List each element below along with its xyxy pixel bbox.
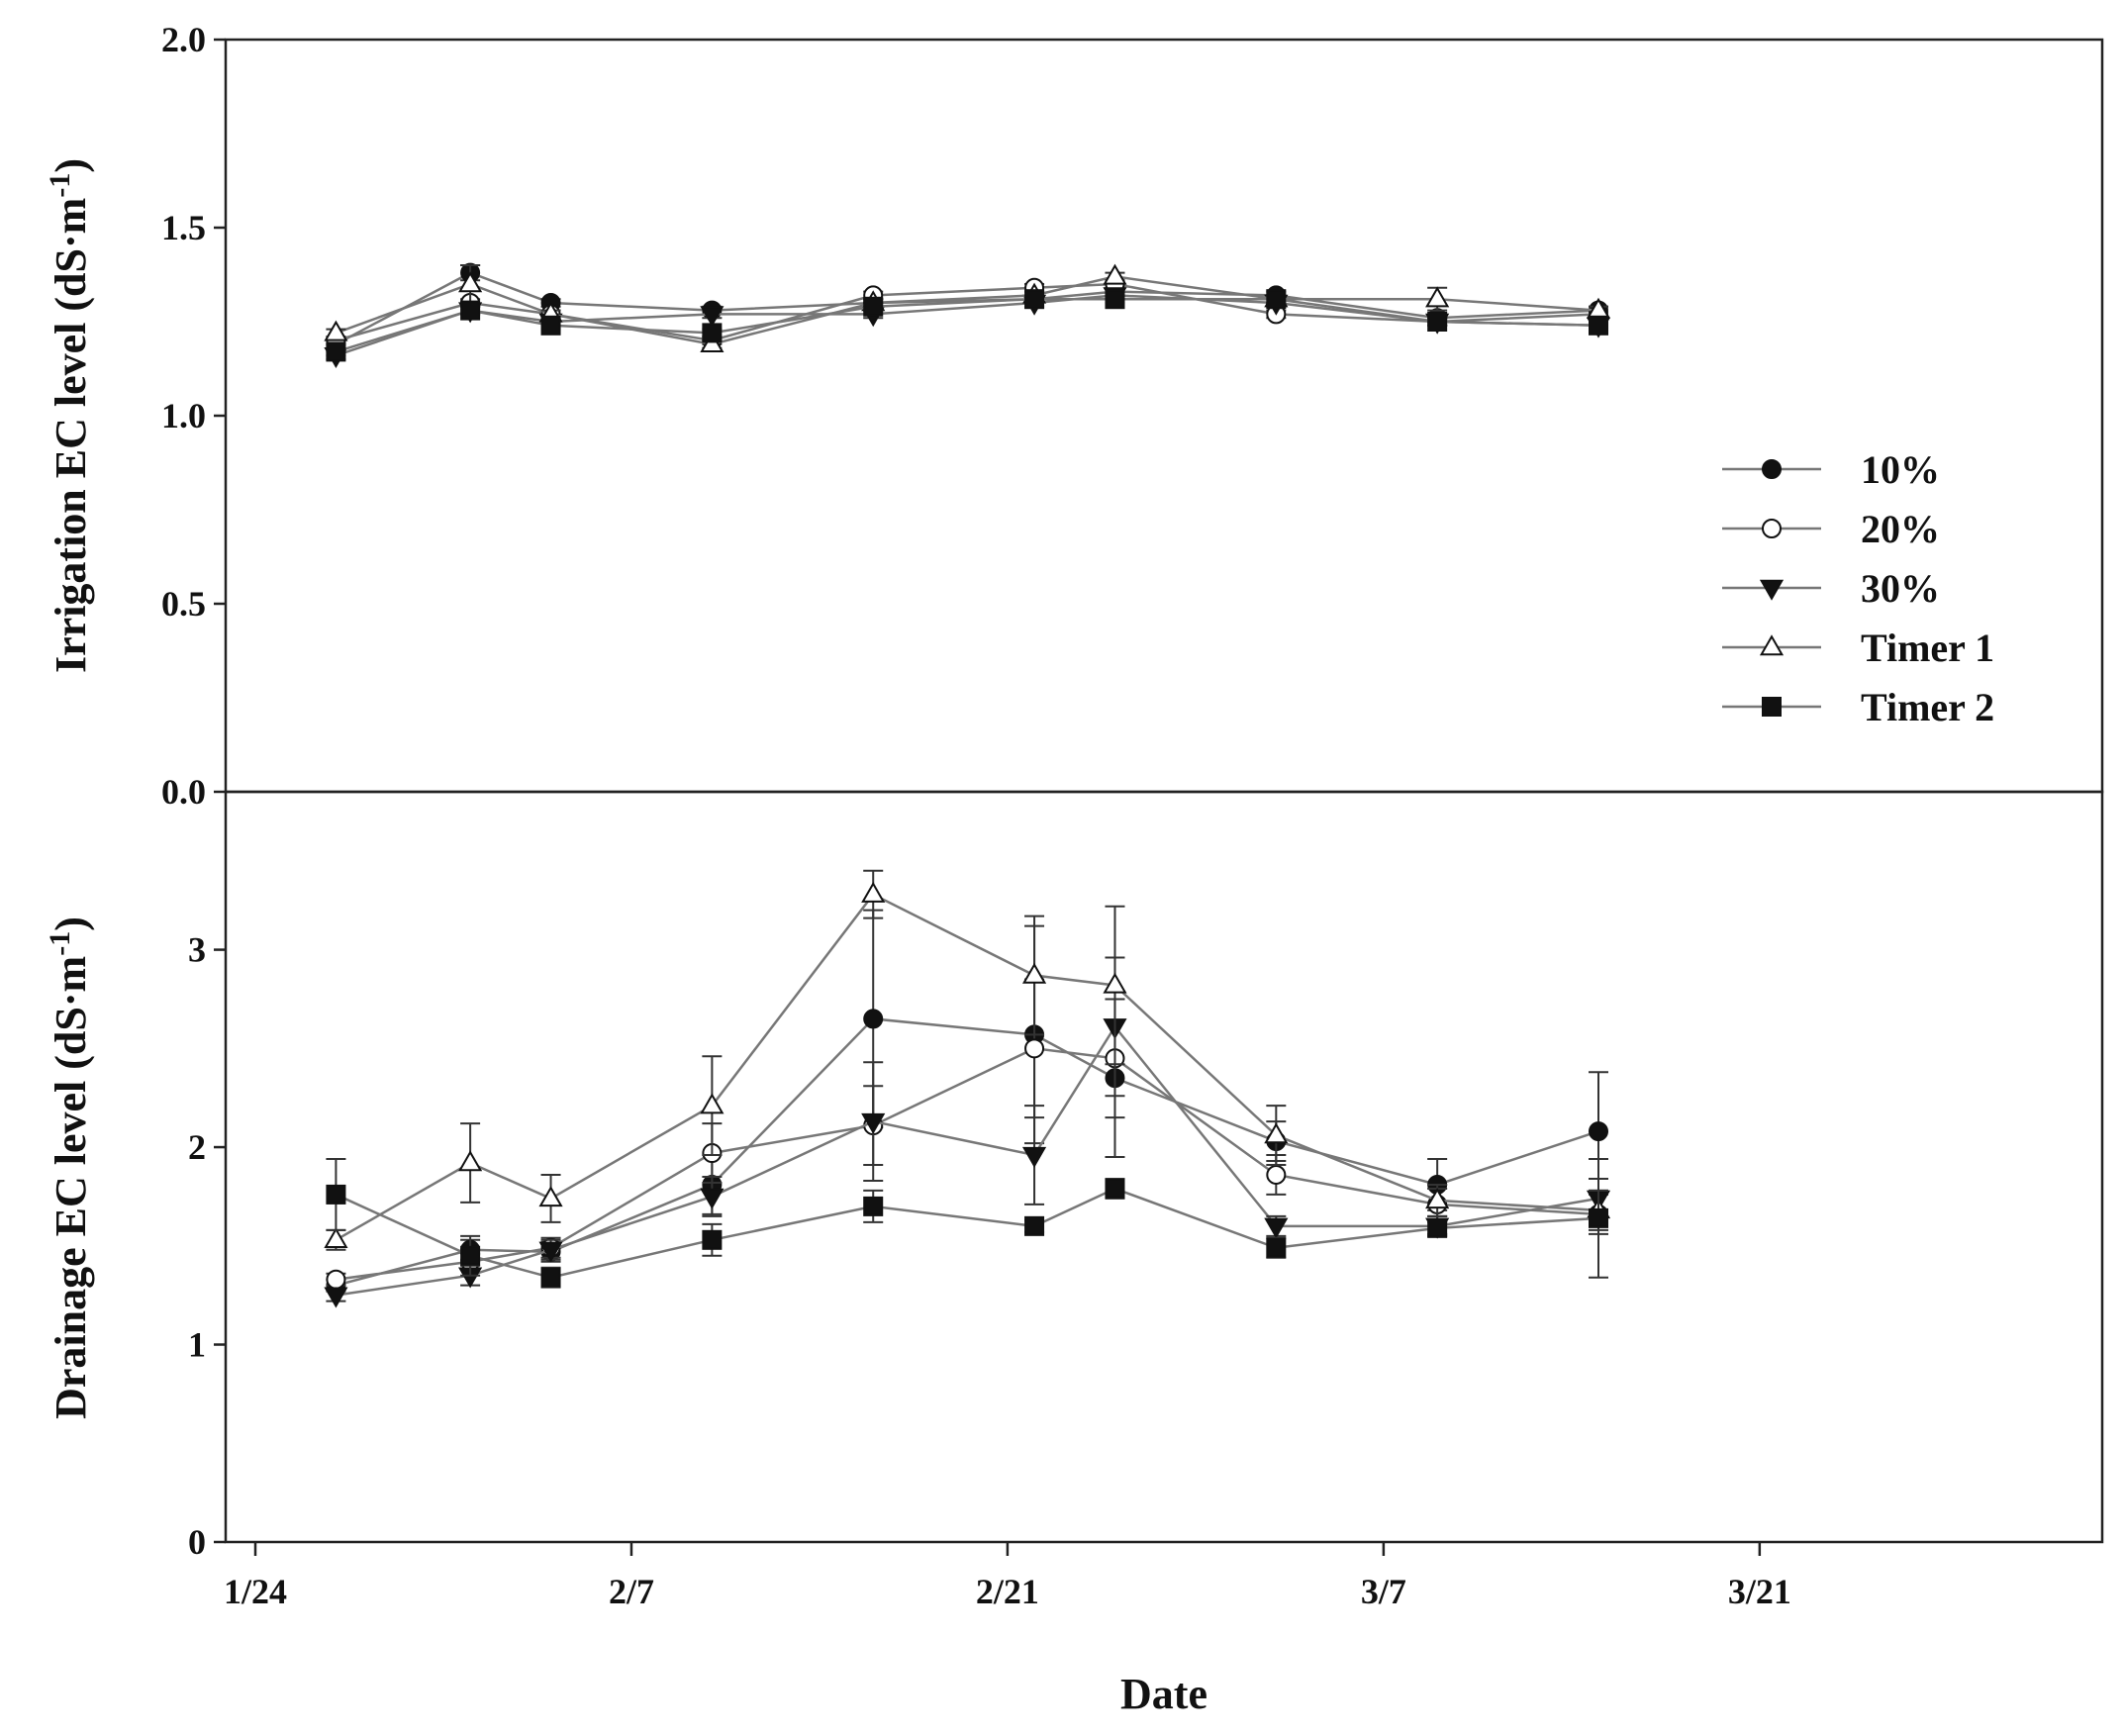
drainage-y-tick-label: 2 <box>188 1127 206 1167</box>
legend-marker-20pct <box>1762 519 1782 538</box>
drainage-point-timer-1 <box>458 1150 483 1172</box>
irrigation-line-20pct <box>336 282 1599 342</box>
legend-marker-30pct <box>1759 579 1785 601</box>
irrigation-point-timer-1 <box>1425 286 1450 308</box>
drainage-ec-panel: 0 1 2 3 1/24 2/7 2/21 3/7 3/21 Drainage EC leve… <box>44 790 2104 1718</box>
drainage-point-10pct <box>863 1009 884 1029</box>
irrigation-y-tick-label: 0.5 <box>161 584 206 624</box>
irrigation-point-30pct <box>700 306 724 328</box>
irrigation-point-timer-2 <box>702 323 723 343</box>
drainage-point-timer-2 <box>863 1196 884 1216</box>
legend-label-20pct: 20% <box>1861 507 1940 551</box>
drainage-point-30pct <box>700 1188 724 1209</box>
irrigation-series-timer-2 <box>326 289 1608 362</box>
irrigation-point-timer-1 <box>1103 263 1127 285</box>
irrigation-point-timer-2 <box>1024 289 1045 310</box>
drainage-point-timer-2 <box>1589 1207 1608 1228</box>
irrigation-y-tick-label: 1.5 <box>161 208 206 247</box>
drainage-y-tick-label: 1 <box>188 1325 206 1365</box>
drainage-point-timer-2 <box>326 1184 346 1205</box>
drainage-point-timer-1 <box>1264 1122 1289 1144</box>
irrigation-point-timer-2 <box>1105 289 1125 310</box>
drainage-point-timer-2 <box>540 1267 561 1288</box>
irrigation-ec-panel: 0.0 0.5 1.0 1.5 2.0 Irrigation EC level (dS·… <box>44 20 2104 812</box>
drainage-y-axis-ticks: 0 1 2 3 <box>188 930 226 1562</box>
drainage-point-timer-1 <box>538 1186 563 1207</box>
drainage-y-axis-title: Drainage EC level (dS·m-1) <box>44 916 95 1419</box>
legend-marker-10pct <box>1762 459 1782 479</box>
drainage-point-20pct <box>326 1269 346 1290</box>
drainage-line-timer-2 <box>335 1187 1599 1279</box>
drainage-y-tick-label: 3 <box>188 930 206 970</box>
legend-marker-timer-1 <box>1759 634 1785 656</box>
drainage-point-timer-1 <box>1103 972 1127 994</box>
drainage-point-20pct <box>1024 1038 1045 1059</box>
irrigation-series <box>324 262 1611 369</box>
drainage-point-20pct <box>1266 1164 1287 1185</box>
irrigation-point-timer-2 <box>326 341 346 362</box>
irrigation-y-tick-label: 2.0 <box>161 20 206 59</box>
irrigation-series-20pct <box>326 274 1608 350</box>
drainage-line-10pct <box>336 1017 1599 1287</box>
x-tick-label: 1/24 <box>224 1572 287 1611</box>
drainage-point-30pct <box>861 1112 886 1134</box>
irrigation-point-timer-2 <box>460 300 481 321</box>
irrigation-point-timer-1 <box>324 320 348 341</box>
x-tick-label: 2/21 <box>976 1572 1039 1611</box>
drainage-point-timer-1 <box>324 1226 348 1249</box>
drainage-series-10pct <box>326 909 1608 1296</box>
legend-label-10pct: 10% <box>1861 447 1940 492</box>
irrigation-y-tick-label: 0.0 <box>161 772 206 812</box>
irrigation-point-timer-1 <box>458 271 483 293</box>
irrigation-y-axis-ticks: 0.0 0.5 1.0 1.5 2.0 <box>161 20 226 812</box>
drainage-series-timer-2 <box>326 1158 1608 1289</box>
x-tick-label: 2/7 <box>609 1572 654 1611</box>
legend-label-timer-1: Timer 1 <box>1861 626 1994 670</box>
legend-label-30pct: 30% <box>1861 566 1940 611</box>
irrigation-point-timer-2 <box>1427 312 1448 332</box>
irrigation-line-30pct <box>336 294 1599 357</box>
drainage-line-30pct <box>336 1024 1599 1297</box>
date-x-axis-ticks: 1/24 2/7 2/21 3/7 3/21 <box>224 1542 1791 1611</box>
drainage-point-30pct <box>538 1241 563 1263</box>
drainage-y-tick-label: 0 <box>188 1522 206 1562</box>
drainage-line-timer-1 <box>335 893 1599 1241</box>
legend-label-timer-2: Timer 2 <box>1861 685 1994 729</box>
x-axis-title: Date <box>1120 1670 1207 1718</box>
drainage-point-timer-2 <box>1105 1178 1125 1199</box>
irrigation-point-timer-2 <box>1266 289 1287 310</box>
irrigation-point-timer-2 <box>863 296 884 317</box>
drainage-point-timer-2 <box>1266 1237 1287 1258</box>
irrigation-line-timer-2 <box>336 297 1599 353</box>
x-tick-label: 3/21 <box>1728 1572 1791 1611</box>
drainage-point-30pct <box>1021 1146 1047 1168</box>
drainage-series-20pct <box>326 978 1608 1290</box>
irrigation-y-tick-label: 1.0 <box>161 396 206 435</box>
drainage-point-10pct <box>1589 1121 1608 1142</box>
irrigation-line-10pct <box>335 271 1599 345</box>
irrigation-point-timer-2 <box>1589 315 1608 336</box>
drainage-plot-frame <box>224 790 2104 1544</box>
drainage-point-timer-2 <box>702 1229 723 1250</box>
drainage-point-timer-2 <box>1427 1217 1448 1238</box>
drainage-series-timer-1 <box>324 869 1611 1251</box>
drainage-line-20pct <box>336 1047 1599 1281</box>
drainage-point-timer-2 <box>460 1245 481 1266</box>
drainage-point-30pct <box>1264 1217 1289 1239</box>
drainage-series <box>324 869 1611 1308</box>
x-tick-label: 3/7 <box>1361 1572 1406 1611</box>
drainage-point-timer-1 <box>1021 962 1047 984</box>
legend: 10% 20% 30% Timer 1 Timer 2 <box>1722 447 1994 729</box>
irrigation-plot-frame <box>224 38 2104 794</box>
legend-marker-timer-2 <box>1762 697 1782 717</box>
drainage-point-timer-2 <box>1024 1215 1045 1236</box>
drainage-point-timer-1 <box>861 881 886 903</box>
drainage-point-timer-1 <box>1425 1188 1450 1209</box>
drainage-point-timer-1 <box>700 1093 724 1114</box>
irrigation-line-timer-1 <box>335 275 1599 346</box>
irrigation-y-axis-title: Irrigation EC level (dS·m-1) <box>44 158 95 673</box>
drainage-point-30pct <box>324 1287 348 1308</box>
irrigation-point-timer-2 <box>540 315 561 336</box>
